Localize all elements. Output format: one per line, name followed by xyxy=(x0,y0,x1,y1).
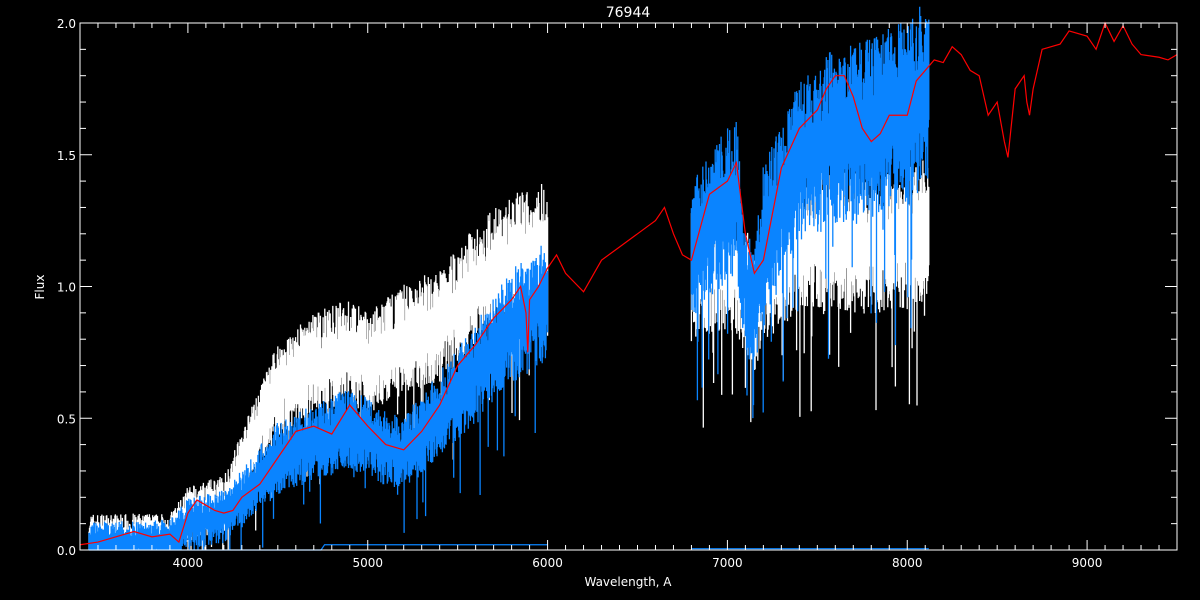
x-tick-label: 6000 xyxy=(532,556,563,570)
x-tick-label: 8000 xyxy=(892,556,923,570)
y-tick-label: 2.0 xyxy=(57,17,76,31)
x-tick-label: 4000 xyxy=(173,556,204,570)
x-tick-label: 9000 xyxy=(1072,556,1103,570)
series-layer xyxy=(79,6,1178,551)
series-line xyxy=(79,21,1178,546)
y-tick-label: 1.0 xyxy=(57,281,76,295)
y-tick-label: 1.5 xyxy=(57,149,76,163)
x-tick-label: 7000 xyxy=(712,556,743,570)
x-tick-label: 5000 xyxy=(352,556,383,570)
y-tick-label: 0.5 xyxy=(57,412,76,426)
y-tick-label: 0.0 xyxy=(57,544,76,558)
y-axis-label: Flux xyxy=(33,275,47,300)
x-axis-label: Wavelength, A xyxy=(584,575,672,589)
axes: 4000 5000 6000 7000 8000 9000 0.0 0.5 1.0 1.5 2.0 xyxy=(57,17,1178,570)
spectrum-trace xyxy=(690,6,930,419)
chart-title: 76944 xyxy=(606,5,651,21)
